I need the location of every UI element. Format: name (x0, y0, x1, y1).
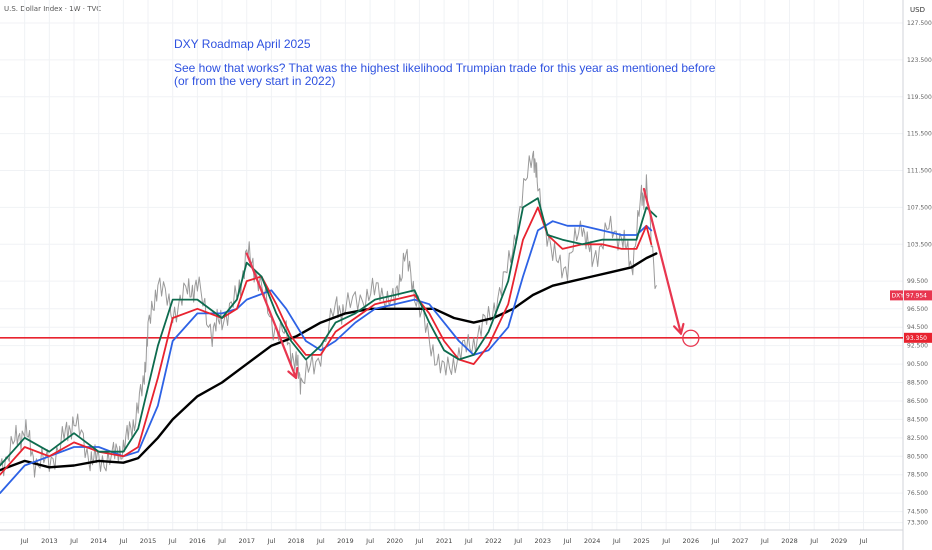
y-tick-label: 119.500 (907, 94, 932, 101)
y-tick-label: 78.500 (907, 472, 928, 479)
x-tick-label: Jul (809, 537, 818, 545)
x-tick-label: 2028 (781, 537, 798, 545)
arrow-head (287, 366, 299, 380)
x-tick-label: 2016 (189, 537, 206, 545)
annotation-line-1: See how that works? That was the highest… (174, 61, 716, 75)
x-tick-label: 2022 (485, 537, 502, 545)
x-tick-label: 2014 (90, 537, 107, 545)
annotation-line-2: (or from the very start in 2022) (174, 74, 336, 88)
y-tick-label: 99.500 (907, 278, 928, 285)
series-line-ma_red (0, 206, 653, 476)
x-tick-label: 2027 (732, 537, 749, 545)
x-tick-label: Jul (118, 537, 127, 545)
target-circle (682, 329, 700, 347)
y-tick-label: 73.300 (907, 520, 928, 527)
x-tick-label: 2025 (633, 537, 650, 545)
x-tick-label: Jul (513, 537, 522, 545)
annotation-title: DXY Roadmap April 2025 (174, 37, 311, 51)
x-tick-label: 2019 (337, 537, 354, 545)
price-value-text: 97.954 (906, 292, 927, 299)
x-tick-label: Jul (316, 537, 325, 545)
level-value-badge (904, 332, 932, 343)
x-tick-label: 2024 (584, 537, 601, 545)
x-tick-label: 2026 (683, 537, 700, 545)
series-line-price (0, 150, 657, 478)
y-tick-label: 92.500 (907, 343, 928, 350)
x-tick-label: Jul (69, 537, 78, 545)
level-value-text: 93.350 (906, 335, 927, 342)
x-tick-label: Jul (711, 537, 720, 545)
x-tick-label: Jul (563, 537, 572, 545)
y-tick-label: 90.500 (907, 361, 928, 368)
series-line-ma_blue (0, 220, 653, 495)
x-tick-label: Jul (464, 537, 473, 545)
y-tick-label: 103.500 (907, 241, 932, 248)
x-tick-label: Jul (20, 537, 29, 545)
y-tick-label: 115.500 (907, 131, 932, 138)
x-tick-label: 2017 (238, 537, 255, 545)
y-tick-label: 94.500 (907, 324, 928, 331)
x-tick-label: 2029 (831, 537, 848, 545)
y-tick-label: 84.500 (907, 416, 928, 423)
x-tick-label: Jul (365, 537, 374, 545)
projection-arrow (245, 252, 298, 380)
symbol-header: U.S. Dollar Index · 1W · TVC (4, 5, 102, 13)
x-tick-label: Jul (661, 537, 670, 545)
price-symbol-badge (890, 290, 903, 301)
y-tick-label: 123.500 (907, 57, 932, 64)
y-tick-label: 96.500 (907, 306, 928, 313)
series-line-ma_green (0, 197, 658, 467)
projection-arrow (642, 187, 683, 335)
x-tick-label: 2018 (288, 537, 305, 545)
x-tick-label: 2020 (386, 537, 403, 545)
price-value-badge (904, 290, 932, 301)
x-tick-label: 2023 (535, 537, 552, 545)
y-tick-label: 82.500 (907, 435, 928, 442)
x-tick-label: 2021 (436, 537, 453, 545)
x-tick-label: Jul (168, 537, 177, 545)
y-tick-label: 74.500 (907, 509, 928, 516)
x-tick-label: 2013 (41, 537, 58, 545)
currency-label: USD (910, 6, 925, 14)
y-tick-label: 111.500 (907, 168, 932, 175)
x-tick-label: Jul (859, 537, 868, 545)
y-tick-label: 88.500 (907, 380, 928, 387)
x-tick-label: Jul (217, 537, 226, 545)
price-symbol-text: DXY (892, 292, 905, 299)
y-tick-label: 76.500 (907, 490, 928, 497)
y-tick-label: 107.500 (907, 204, 932, 211)
y-tick-label: 127.500 (907, 20, 932, 27)
x-tick-label: Jul (612, 537, 621, 545)
x-tick-label: 2015 (140, 537, 157, 545)
x-tick-label: Jul (760, 537, 769, 545)
y-tick-label: 80.500 (907, 453, 928, 460)
y-tick-label: 86.500 (907, 398, 928, 405)
x-tick-label: Jul (415, 537, 424, 545)
x-tick-label: Jul (266, 537, 275, 545)
arrow-head (673, 322, 685, 335)
